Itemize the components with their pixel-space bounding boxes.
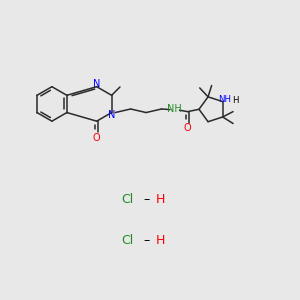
Text: H: H [156,234,165,247]
Text: N: N [93,79,100,89]
Text: H: H [156,193,165,206]
Text: NH: NH [167,104,182,114]
Text: O: O [93,133,100,143]
Text: Cl: Cl [122,193,134,206]
Text: H: H [232,96,238,105]
Text: –: – [143,193,150,206]
Text: N: N [108,110,115,120]
Text: NH: NH [218,95,231,104]
Text: O: O [184,123,191,133]
Text: –: – [143,234,150,247]
Text: Cl: Cl [122,234,134,247]
